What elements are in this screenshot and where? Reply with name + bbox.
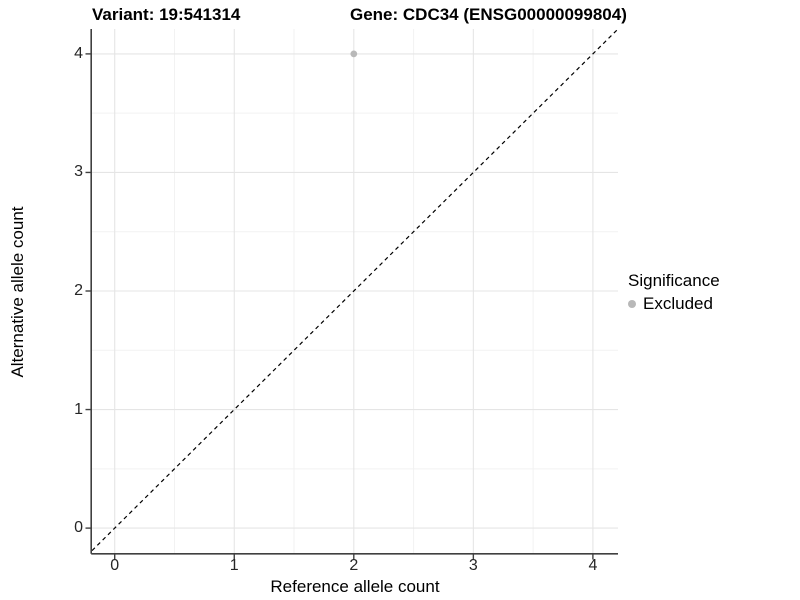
plot-title-variant: Variant: 19:541314	[92, 5, 241, 24]
y-tick-label: 0	[74, 519, 83, 537]
x-tick-label: 2	[349, 557, 359, 574]
x-tick-label: 1	[229, 557, 239, 574]
y-tick-label: 4	[74, 44, 83, 62]
legend-point-icon	[628, 300, 636, 308]
identity-reference-line	[91, 28, 619, 552]
legend-entries: Excluded	[628, 294, 720, 314]
y-tick-label: 3	[74, 163, 83, 181]
legend-entry: Excluded	[628, 294, 720, 314]
x-tick-label: 3	[468, 557, 478, 574]
legend-entry-label: Excluded	[643, 294, 713, 313]
legend-title: Significance	[628, 271, 720, 290]
data-point	[350, 50, 358, 58]
x-axis-title: Reference allele count	[270, 577, 440, 596]
x-tick-label: 0	[110, 557, 120, 574]
y-tick-label: 2	[74, 282, 83, 299]
legend: Significance Excluded	[628, 271, 720, 314]
y-tick-label: 1	[74, 400, 83, 418]
plot-title-gene: Gene: CDC34 (ENSG00000099804)	[350, 5, 627, 24]
y-axis-title: Alternative allele count	[8, 206, 27, 378]
x-tick-label: 4	[588, 557, 598, 574]
